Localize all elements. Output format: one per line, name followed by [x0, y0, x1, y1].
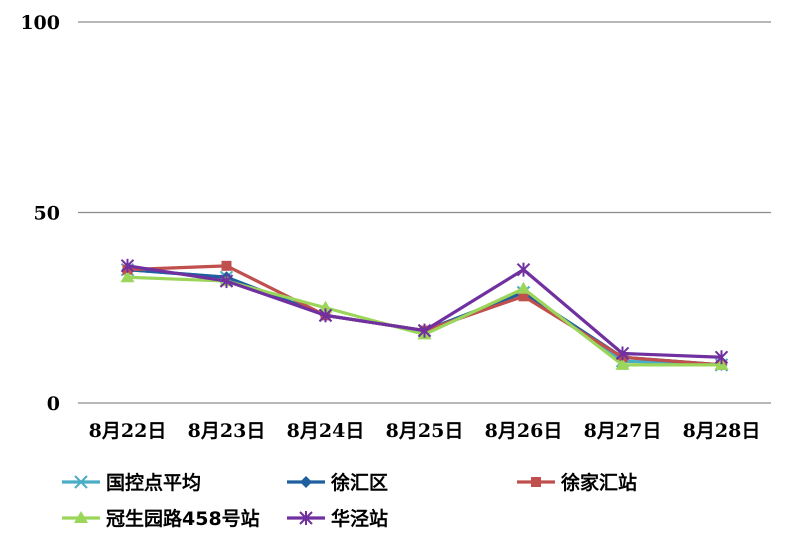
- legend-item: 国控点平均: [62, 471, 201, 494]
- data-point: [516, 281, 531, 294]
- data-point: [219, 274, 234, 289]
- y-tick-label: 100: [20, 12, 60, 34]
- series-path: [127, 268, 722, 367]
- legend-marker: [531, 477, 541, 487]
- legend-marker: [299, 511, 313, 525]
- data-point: [516, 262, 531, 277]
- data-point: [120, 258, 135, 273]
- legend-marker: [74, 475, 88, 489]
- data-point: [221, 260, 232, 271]
- y-tick-label: 50: [34, 203, 60, 225]
- x-tick-label: 8月28日: [683, 420, 761, 442]
- x-tick-label: 8月22日: [89, 420, 167, 442]
- legend-item: 冠生园路458号站: [62, 507, 260, 530]
- data-point: [615, 346, 630, 361]
- series-path: [127, 275, 722, 367]
- gridlines: [78, 21, 771, 404]
- series-lines: [120, 258, 729, 372]
- data-point: [615, 357, 630, 370]
- legend-item: 徐家汇站: [517, 471, 637, 494]
- data-point: [318, 308, 333, 323]
- y-tick-label: 0: [47, 393, 60, 415]
- data-point: [714, 350, 729, 365]
- legend-item: 徐汇区: [287, 471, 388, 494]
- x-tick-label: 8月26日: [485, 420, 563, 442]
- legend-label: 徐家汇站: [560, 471, 637, 494]
- legend-label: 华泾站: [331, 507, 388, 530]
- series-line: [120, 258, 729, 365]
- legend-marker: [74, 511, 88, 523]
- data-point: [120, 270, 135, 283]
- y-axis: 0 50 100: [20, 12, 60, 415]
- x-axis: 8月22日 8月23日 8月24日 8月25日 8月26日 8月27日 8月28日: [89, 420, 761, 442]
- legend-label: 国控点平均: [106, 471, 201, 494]
- legend-label: 冠生园路458号站: [106, 507, 260, 530]
- series-path: [127, 268, 722, 367]
- x-tick-label: 8月27日: [584, 420, 662, 442]
- data-point: [417, 323, 432, 338]
- series-path: [127, 264, 722, 359]
- data-point: [518, 291, 529, 302]
- x-tick-label: 8月24日: [287, 420, 365, 442]
- legend-item: 华泾站: [287, 507, 388, 530]
- legend-marker: [300, 476, 312, 488]
- x-tick-label: 8月25日: [386, 420, 464, 442]
- data-point: [318, 300, 333, 313]
- x-tick-label: 8月23日: [188, 420, 266, 442]
- legend-label: 徐汇区: [330, 471, 388, 494]
